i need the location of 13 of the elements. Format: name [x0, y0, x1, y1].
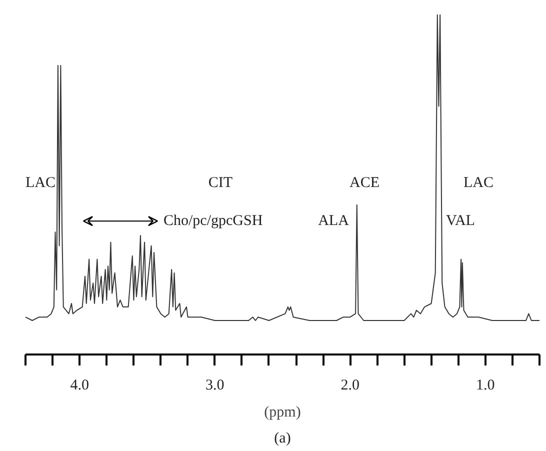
- annotation: ALA: [318, 213, 350, 230]
- annotation: LAC: [26, 174, 56, 191]
- annotation: LAC: [464, 174, 494, 191]
- x-tick-label: 2.0: [340, 378, 360, 394]
- annotation: VAL: [446, 213, 475, 230]
- x-axis-title: (ppm): [264, 404, 301, 420]
- x-tick-label: 1.0: [476, 378, 495, 394]
- text: (a): [274, 430, 291, 446]
- annotation: Cho/pc/gpcGSH: [164, 213, 263, 230]
- annotation: ACE: [350, 174, 380, 191]
- x-tick-label: 4.0: [70, 378, 89, 394]
- annotation: CIT: [208, 174, 233, 191]
- x-tick-label: 3.0: [205, 378, 224, 394]
